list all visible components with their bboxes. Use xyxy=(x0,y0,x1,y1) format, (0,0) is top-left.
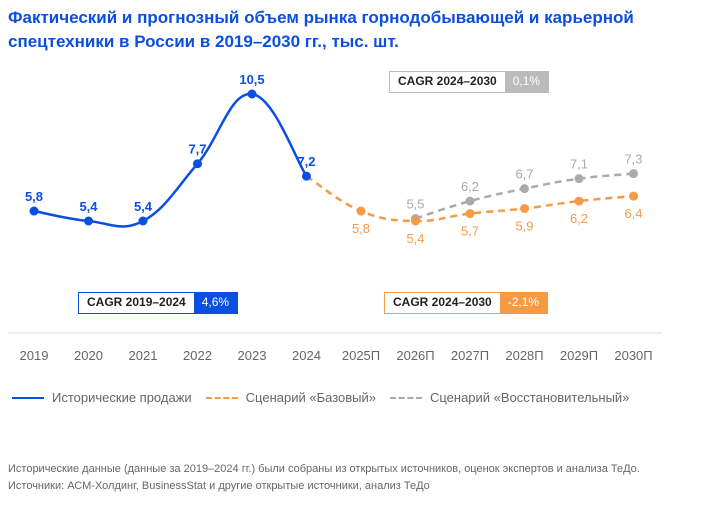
data-label-base: 5,7 xyxy=(461,224,479,239)
data-point-historical xyxy=(84,216,93,226)
data-label-recovery: 6,7 xyxy=(515,167,533,182)
x-tick-label: 2020 xyxy=(74,348,103,363)
chart-title: Фактический и прогнозный объем рынка гор… xyxy=(8,8,634,51)
legend-swatch-recovery xyxy=(389,396,422,399)
data-point-base xyxy=(356,206,366,216)
cagr-base-label: CAGR 2024–2030 xyxy=(385,293,500,313)
data-label-historical: 5,8 xyxy=(25,189,43,204)
data-point-historical xyxy=(193,159,202,169)
data-point-base xyxy=(629,191,638,201)
x-tick-label: 2027П xyxy=(451,348,489,363)
data-label-historical: 5,4 xyxy=(134,199,153,214)
footer-notes: Исторические данные (данные за 2019–2024… xyxy=(8,461,640,495)
data-label-historical: 5,4 xyxy=(79,199,98,214)
x-tick-label: 2022 xyxy=(183,348,212,363)
data-label-base: 6,4 xyxy=(624,206,642,221)
data-point-recovery xyxy=(520,184,529,194)
x-tick-label: 2028П xyxy=(505,348,543,363)
x-tick-label: 2023 xyxy=(238,348,267,363)
data-point-base xyxy=(520,204,529,214)
cagr-historical-value: 4,6% xyxy=(193,293,238,313)
data-point-historical xyxy=(302,171,311,181)
data-point-base xyxy=(574,196,584,206)
legend-label-base: Сценарий «Базовый» xyxy=(245,390,376,405)
data-point-historical xyxy=(29,206,39,216)
x-tick-label: 2021 xyxy=(129,348,158,363)
data-label-recovery: 7,1 xyxy=(570,157,588,172)
data-point-historical xyxy=(138,216,148,226)
data-point-recovery xyxy=(629,169,638,179)
legend-item-recovery: Сценарий «Восстановительный» xyxy=(389,390,630,405)
cagr-recovery-label: CAGR 2024–2030 xyxy=(390,72,505,92)
data-label-historical: 10,5 xyxy=(239,72,264,87)
footer-note-historical: Исторические данные (данные за 2019–2024… xyxy=(8,463,640,475)
cagr-base-box: CAGR 2024–2030 -2,1% xyxy=(384,292,549,314)
data-label-recovery: 7,3 xyxy=(624,152,642,167)
x-tick-label: 2029П xyxy=(560,348,598,363)
data-label-historical: 7,7 xyxy=(188,142,206,157)
legend: Исторические продажи Сценарий «Базовый» … xyxy=(12,390,643,405)
cagr-recovery-value: 0,1% xyxy=(504,72,549,92)
data-label-base: 5,9 xyxy=(515,219,533,234)
series-line-historical xyxy=(33,92,308,228)
data-point-base xyxy=(411,216,420,226)
cagr-base-value: -2,1% xyxy=(499,293,548,313)
x-tick-label: 2026П xyxy=(396,348,434,363)
x-tick-label: 2030П xyxy=(614,348,652,363)
data-label-base: 5,8 xyxy=(352,221,370,236)
data-label-historical: 7,2 xyxy=(297,154,315,169)
legend-label-recovery: Сценарий «Восстановительный» xyxy=(429,390,630,405)
footer-note-sources: Источники: АСМ-Холдинг, BusinessStat и д… xyxy=(8,480,430,492)
x-tick-label: 2025П xyxy=(342,348,380,363)
legend-swatch-historical xyxy=(12,396,44,399)
data-label-base: 6,2 xyxy=(570,211,588,226)
data-point-base xyxy=(465,209,475,219)
data-label-recovery: 6,2 xyxy=(461,179,479,194)
cagr-historical-box: CAGR 2019–2024 4,6% xyxy=(78,292,239,314)
cagr-historical-label: CAGR 2019–2024 xyxy=(79,293,194,313)
data-point-recovery xyxy=(574,174,584,184)
data-label-recovery: 5,5 xyxy=(406,197,424,212)
chart-area: 2019 2020 2021 2022 2023 2024 2025П 2026П 2027П 2… xyxy=(8,72,662,363)
x-tick-label: 2024 xyxy=(292,348,321,363)
data-point-historical xyxy=(247,89,257,99)
legend-item-base: Сценарий «Базовый» xyxy=(205,390,376,405)
data-point-recovery xyxy=(465,196,475,206)
data-label-base: 5,4 xyxy=(406,231,424,246)
legend-item-historical: Исторические продажи xyxy=(12,390,192,405)
cagr-recovery-box: CAGR 2024–2030 0,1% xyxy=(389,71,550,93)
x-tick-label: 2019 xyxy=(20,348,49,363)
legend-label-historical: Исторические продажи xyxy=(52,390,192,405)
legend-swatch-base xyxy=(205,396,238,399)
